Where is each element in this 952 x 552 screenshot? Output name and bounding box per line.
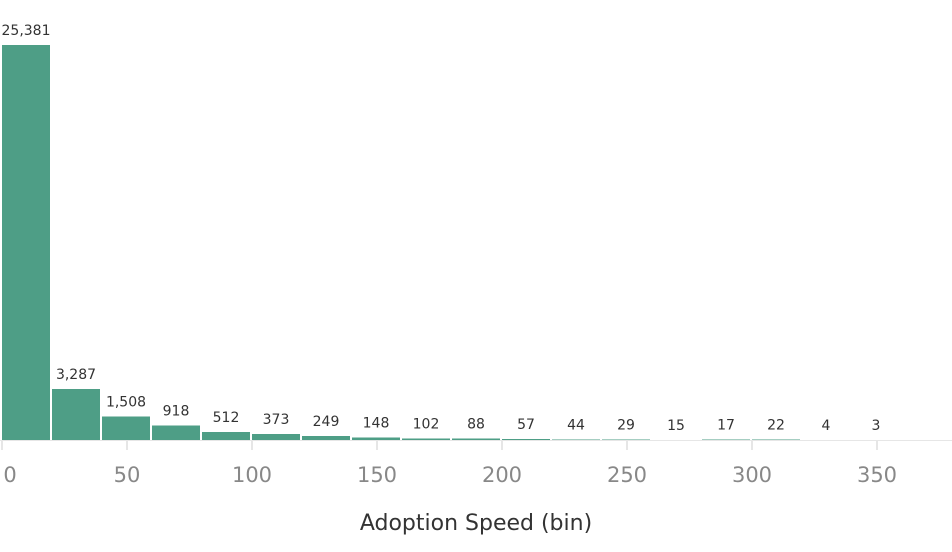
value-label-160: 102: [413, 416, 440, 432]
bars-group: [2, 45, 900, 440]
x-tick-label-100: 100: [232, 463, 272, 487]
x-tick-label-50: 50: [114, 463, 141, 487]
value-label-40: 1,508: [106, 395, 146, 411]
value-label-100: 373: [263, 412, 290, 428]
value-label-200: 57: [517, 417, 535, 433]
x-tick-label-200: 200: [482, 463, 522, 487]
value-label-280: 17: [717, 418, 735, 434]
bar-140[interactable]: [352, 438, 400, 440]
value-label-320: 4: [822, 418, 831, 434]
value-label-20: 3,287: [56, 367, 96, 383]
bar-20[interactable]: [52, 389, 100, 440]
bar-200[interactable]: [502, 439, 550, 440]
value-label-240: 29: [617, 418, 635, 434]
x-tick-label-350: 350: [857, 463, 897, 487]
value-label-60: 918: [163, 404, 190, 420]
value-label-260: 15: [667, 418, 685, 434]
value-label-80: 512: [213, 410, 240, 426]
x-tick-label-250: 250: [607, 463, 647, 487]
value-label-220: 44: [567, 417, 585, 433]
bar-0[interactable]: [2, 45, 50, 440]
value-label-180: 88: [467, 417, 485, 433]
x-tick-label-0: 0: [3, 463, 16, 487]
value-label-140: 148: [363, 416, 390, 432]
bar-160[interactable]: [402, 438, 450, 440]
value-label-0: 25,381: [2, 23, 51, 39]
bar-80[interactable]: [202, 432, 250, 440]
x-tick-label-150: 150: [357, 463, 397, 487]
x-tick-label-300: 300: [732, 463, 772, 487]
bar-220[interactable]: [552, 439, 600, 440]
bar-120[interactable]: [302, 436, 350, 440]
bar-60[interactable]: [152, 426, 200, 440]
value-label-340: 3: [872, 418, 881, 434]
x-axis-ticks-group: 0 50 100 150 200 250 300 350: [2, 441, 897, 487]
bar-240[interactable]: [602, 440, 650, 441]
value-label-120: 249: [313, 414, 340, 430]
bar-40[interactable]: [102, 417, 150, 440]
bar-180[interactable]: [452, 439, 500, 440]
x-axis-title: Adoption Speed (bin): [360, 511, 592, 536]
value-label-300: 22: [767, 418, 785, 434]
bar-100[interactable]: [252, 434, 300, 440]
